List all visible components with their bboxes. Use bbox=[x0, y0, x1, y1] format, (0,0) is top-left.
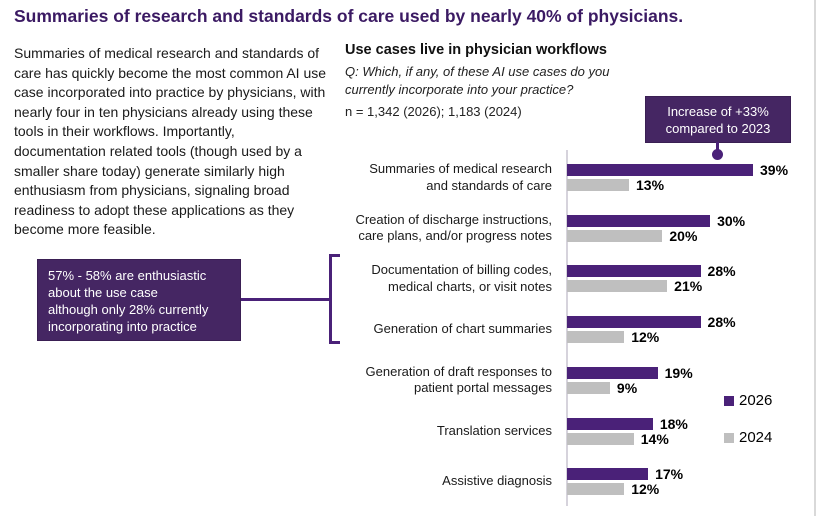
bar-2024 bbox=[567, 381, 610, 394]
bar-value-label-2026: 18% bbox=[659, 415, 688, 432]
bar-2024 bbox=[567, 179, 629, 191]
bar-value-label-2024: 14% bbox=[640, 430, 669, 447]
bar-2026 bbox=[567, 468, 649, 481]
bar-value-label-2024: 9% bbox=[616, 379, 638, 396]
page-title: Summaries of research and standards of c… bbox=[14, 6, 684, 26]
category-label: Documentation of billing codes, medical … bbox=[371, 262, 552, 294]
chart-title: Use cases live in physician workflows bbox=[345, 42, 607, 58]
bar-value-label-2026: 17% bbox=[655, 466, 684, 483]
increase-connector-line bbox=[716, 142, 719, 151]
legend-swatch-icon bbox=[724, 395, 734, 406]
category-label: Summaries of medical research and standa… bbox=[369, 161, 552, 193]
enthusiasm-callout: 57% - 58% are enthusiastic about the use… bbox=[37, 259, 241, 341]
bar-value-label-2024: 20% bbox=[669, 227, 698, 244]
bar-value-label-2026: 28% bbox=[707, 314, 736, 331]
bar-value-label-2024: 12% bbox=[631, 481, 660, 498]
chart-legend: 2026 2024 bbox=[724, 392, 772, 466]
category-label: Creation of discharge instructions, care… bbox=[355, 211, 552, 244]
bar-2024 bbox=[567, 331, 625, 344]
legend-label: 2026 bbox=[739, 392, 773, 409]
slide-right-border bbox=[814, 0, 816, 516]
category-bracket bbox=[329, 254, 332, 344]
bar-2024 bbox=[567, 280, 668, 293]
legend-swatch-icon bbox=[724, 432, 734, 443]
intro-paragraph: Summaries of medical research and standa… bbox=[14, 45, 327, 238]
bar-2024 bbox=[567, 432, 634, 445]
bar-value-label-2026: 19% bbox=[664, 364, 693, 381]
category-label: Translation services bbox=[436, 422, 552, 438]
bar-2024 bbox=[567, 483, 625, 496]
bar-value-label-2024: 13% bbox=[636, 177, 665, 193]
legend-item-2026: 2026 bbox=[724, 392, 772, 409]
bar-value-label-2024: 21% bbox=[674, 278, 703, 295]
chart-question: Q: Which, if any, of these AI use cases … bbox=[345, 64, 610, 97]
chart-sample-size: n = 1,342 (2026); 1,183 (2024) bbox=[345, 104, 522, 119]
bar-2026 bbox=[567, 417, 653, 430]
bar-value-label-2026: 39% bbox=[760, 162, 789, 178]
bar-value-label-2024: 12% bbox=[631, 329, 660, 346]
legend-label: 2024 bbox=[739, 429, 773, 446]
category-bracket-bottom-tick bbox=[329, 341, 340, 344]
category-label: Generation of draft responses to patient… bbox=[365, 363, 552, 396]
bar-2026 bbox=[567, 164, 754, 176]
bar-value-label-2026: 30% bbox=[717, 212, 746, 229]
enthusiasm-connector-line bbox=[241, 298, 330, 301]
category-label: Generation of chart summaries bbox=[373, 321, 552, 337]
bar-2026 bbox=[567, 316, 701, 329]
bar-2024 bbox=[567, 229, 663, 242]
bar-2026 bbox=[567, 214, 711, 227]
category-bracket-top-tick bbox=[329, 254, 340, 257]
increase-callout: Increase of +33% compared to 2023 bbox=[645, 96, 791, 143]
bar-value-label-2026: 28% bbox=[707, 263, 736, 280]
increase-connector-dot bbox=[712, 149, 723, 160]
bar-2026 bbox=[567, 265, 701, 278]
category-label: Assistive diagnosis bbox=[442, 473, 552, 489]
legend-item-2024: 2024 bbox=[724, 429, 772, 446]
bar-2026 bbox=[567, 366, 658, 379]
